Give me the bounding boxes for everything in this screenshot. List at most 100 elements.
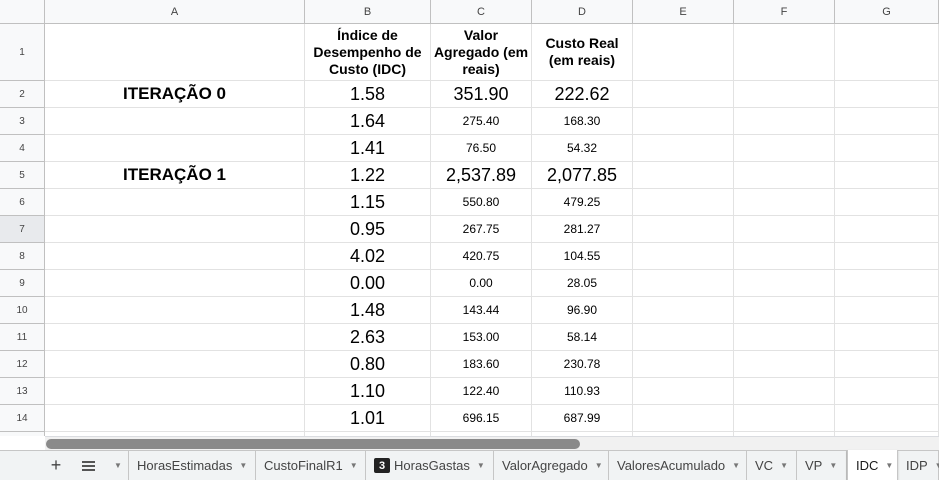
column-header-f[interactable]: F: [734, 0, 835, 24]
cell-d[interactable]: 54.32: [532, 135, 633, 162]
row-header-7[interactable]: 7: [0, 216, 45, 243]
row-header-partial[interactable]: [0, 432, 45, 436]
row-header-5[interactable]: 5: [0, 162, 45, 189]
cell-a[interactable]: [45, 297, 305, 324]
cell-b[interactable]: 1.64: [305, 108, 431, 135]
cell[interactable]: [734, 81, 835, 108]
sheet-tab-custofinalr1[interactable]: CustoFinalR1 ▼: [256, 451, 366, 480]
cell[interactable]: [633, 351, 734, 378]
row-header-3[interactable]: 3: [0, 108, 45, 135]
cell-a[interactable]: [45, 216, 305, 243]
cell[interactable]: [633, 81, 734, 108]
cell[interactable]: [835, 324, 939, 351]
column-header-e[interactable]: E: [633, 0, 734, 24]
cell[interactable]: [734, 432, 835, 436]
cell[interactable]: [633, 270, 734, 297]
cell[interactable]: [734, 351, 835, 378]
cell-a[interactable]: [45, 405, 305, 432]
sheet-tab-horasestimadas[interactable]: HorasEstimadas ▼: [129, 451, 256, 480]
cell[interactable]: [45, 24, 305, 81]
cell[interactable]: [835, 378, 939, 405]
cell-b[interactable]: 0.80: [305, 351, 431, 378]
cell-c[interactable]: 2,537.89: [431, 162, 532, 189]
row-header-12[interactable]: 12: [0, 351, 45, 378]
cell[interactable]: [734, 108, 835, 135]
cell[interactable]: [633, 243, 734, 270]
sheet-tab-valoragregado[interactable]: ValorAgregado ▼: [494, 451, 609, 480]
cell-a[interactable]: [45, 243, 305, 270]
cell[interactable]: [734, 378, 835, 405]
cell-c[interactable]: 420.75: [431, 243, 532, 270]
header-cell-c[interactable]: Valor Agregado (em reais): [431, 24, 532, 81]
column-header-a[interactable]: A: [45, 0, 305, 24]
cell[interactable]: [633, 324, 734, 351]
cell-a[interactable]: [45, 108, 305, 135]
cell-c[interactable]: 275.40: [431, 108, 532, 135]
cell-b[interactable]: 0.00: [305, 270, 431, 297]
cell[interactable]: [734, 297, 835, 324]
cell[interactable]: [633, 189, 734, 216]
cell[interactable]: [633, 216, 734, 243]
cell[interactable]: [633, 378, 734, 405]
cell[interactable]: [835, 162, 939, 189]
cell-b[interactable]: 2.63: [305, 324, 431, 351]
cell-d[interactable]: 96.90: [532, 297, 633, 324]
cell-d[interactable]: 2,077.85: [532, 162, 633, 189]
caret-down-icon[interactable]: ▼: [476, 461, 485, 470]
row-header-2[interactable]: 2: [0, 81, 45, 108]
cell[interactable]: [835, 189, 939, 216]
cell-d[interactable]: 28.05: [532, 270, 633, 297]
cell[interactable]: [633, 432, 734, 436]
column-header-d[interactable]: D: [532, 0, 633, 24]
cell[interactable]: [734, 243, 835, 270]
column-header-b[interactable]: B: [305, 0, 431, 24]
cell[interactable]: [835, 81, 939, 108]
cell[interactable]: [835, 135, 939, 162]
header-cell-b[interactable]: Índice de Desempenho de Custo (IDC): [305, 24, 431, 81]
cell-b[interactable]: 0.95: [305, 216, 431, 243]
cell[interactable]: [835, 243, 939, 270]
cell-b[interactable]: 1.58: [305, 81, 431, 108]
column-header-c[interactable]: C: [431, 0, 532, 24]
cell-d[interactable]: 110.93: [532, 378, 633, 405]
cell-b[interactable]: 1.01: [305, 405, 431, 432]
cell-d[interactable]: 281.27: [532, 216, 633, 243]
cell[interactable]: [633, 24, 734, 81]
cell-a[interactable]: [45, 378, 305, 405]
row-header-10[interactable]: 10: [0, 297, 45, 324]
cell[interactable]: [633, 297, 734, 324]
cell[interactable]: [45, 432, 305, 436]
cell[interactable]: [633, 162, 734, 189]
cell-a[interactable]: [45, 351, 305, 378]
cell[interactable]: [835, 216, 939, 243]
cell-d[interactable]: 104.55: [532, 243, 633, 270]
cell[interactable]: [633, 405, 734, 432]
cell[interactable]: [305, 432, 431, 436]
sheet-tab-idp[interactable]: IDP ▼: [898, 451, 939, 480]
row-header-13[interactable]: 13: [0, 378, 45, 405]
sheet-tab-valoresacumulado[interactable]: ValoresAcumulado ▼: [609, 451, 747, 480]
cell-c[interactable]: 696.15: [431, 405, 532, 432]
cell-d[interactable]: 222.62: [532, 81, 633, 108]
cell-b[interactable]: 1.15: [305, 189, 431, 216]
sheet-list-icon[interactable]: [76, 451, 100, 480]
cell[interactable]: [633, 135, 734, 162]
row-header-11[interactable]: 11: [0, 324, 45, 351]
cell-c[interactable]: 550.80: [431, 189, 532, 216]
caret-down-icon[interactable]: ▼: [108, 451, 129, 480]
cell-a[interactable]: [45, 135, 305, 162]
cell-d[interactable]: 230.78: [532, 351, 633, 378]
cell-c[interactable]: 0.00: [431, 270, 532, 297]
cell[interactable]: [835, 351, 939, 378]
plus-icon[interactable]: +: [50, 455, 62, 475]
caret-down-icon[interactable]: ▼: [934, 461, 939, 470]
cell[interactable]: [431, 432, 532, 436]
cell-d[interactable]: 58.14: [532, 324, 633, 351]
cell[interactable]: [734, 324, 835, 351]
sheet-tab-vp[interactable]: VP ▼: [797, 451, 847, 480]
cell-a[interactable]: [45, 324, 305, 351]
cell[interactable]: [835, 270, 939, 297]
row-header-8[interactable]: 8: [0, 243, 45, 270]
cell-c[interactable]: 76.50: [431, 135, 532, 162]
cell-c[interactable]: 183.60: [431, 351, 532, 378]
